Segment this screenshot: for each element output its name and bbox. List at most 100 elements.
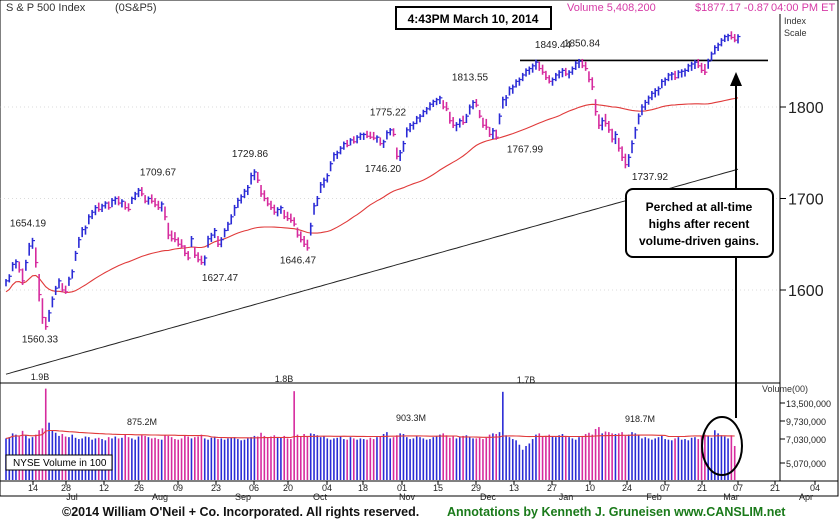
price-bar [41,298,45,324]
x-tick-label: 24 [622,483,632,493]
month-label: Nov [399,492,416,502]
price-bar [134,191,138,201]
x-tick-label: 27 [547,483,557,493]
price-bar [492,128,496,140]
price-bar [419,114,423,123]
price-axis-ticks: 1600 1700 1800 [780,100,824,300]
x-tick-label: 06 [249,483,259,493]
volume-average-line [5,429,735,439]
price-bar [386,130,390,140]
price-bar [177,237,181,247]
price-bar [445,101,450,112]
price-bar [197,252,201,263]
x-tick-label: 28 [61,483,71,493]
volume-peak-label: 1.8B [275,374,294,384]
volume-peak-label: 903.3M [396,413,426,423]
price-bar [147,196,151,205]
price-bar [104,201,108,209]
price-bar [333,152,337,162]
price-bar [74,250,79,261]
month-label: Apr [799,492,813,502]
price-bar [356,135,360,144]
price-bar [591,77,595,91]
price-bar [415,115,420,125]
x-tick-label: 14 [28,483,38,493]
copyright-notice: ©2014 William O'Neil + Co. Incorporated.… [62,505,420,519]
price-bar [641,104,645,116]
month-label: Oct [313,492,328,502]
price-bar [624,153,628,169]
price-labels: 1654.19 1560.33 1709.67 1627.47 1729.86 1646.… [10,38,669,345]
price-bar [396,147,400,160]
price-bar [97,202,102,212]
price-bar [594,99,599,116]
price-bar [323,177,327,188]
price-bar [439,95,443,105]
volume-tick-label: 7,030,000 [786,435,826,445]
price-bar [124,201,128,210]
price-bar [495,129,499,140]
price-bar [121,199,125,208]
x-tick-label: 09 [173,483,183,493]
price-bar [270,200,274,210]
price-label: 1729.86 [232,149,269,160]
price-bar [54,285,59,296]
price-bar [246,185,251,196]
price-bar [35,247,39,268]
price-bar [167,222,171,240]
volume-peak-label: 875.2M [127,417,157,427]
price-bar [598,114,602,129]
price-tick-label: 1800 [788,100,824,117]
price-bar [38,273,42,302]
price-bar [8,274,12,283]
price-label: 1646.47 [280,255,317,266]
price-bar [478,109,483,119]
price-bar [51,296,55,308]
volume-labels: 1.9B 875.2M 1.8B 903.3M 1.7B 918.7M [31,372,655,427]
price-label: 1627.47 [202,273,239,284]
price-bar [230,214,234,225]
price-bar [644,99,648,110]
x-tick-label: 04 [322,483,332,493]
price-bar [220,237,224,248]
price-bar [71,269,75,279]
price-bar [290,213,294,223]
price-bar [568,70,572,79]
annotation-box [625,188,774,258]
price-bar [458,118,463,128]
price-bar [405,127,410,138]
price-bar [227,221,231,231]
x-tick-label: 04 [810,483,820,493]
price-bar [402,140,406,152]
price-label: 1746.20 [365,164,402,175]
price-bar [260,185,264,197]
price-bar [588,71,592,83]
price-bar [200,255,204,265]
price-bar [515,79,519,88]
price-bar [584,61,589,71]
index-scale-label-2: Scale [784,28,807,38]
volume-legend-label: NYSE Volume in 100 [13,458,107,469]
price-bar [28,242,32,256]
price-bar [578,58,582,69]
price-bar [88,214,92,225]
price-bar [617,137,622,152]
price-bar [319,182,324,194]
price-bar [111,198,115,208]
price-bar [700,62,705,73]
volume-peak-label: 1.7B [517,375,536,385]
price-bar [369,131,373,140]
price-bar [521,72,526,82]
price-bar [154,198,158,208]
price-bar [21,268,26,285]
price-bar [31,237,35,249]
price-bar [137,187,141,198]
price-bar [263,190,267,202]
price-bar [203,255,208,266]
price-bar [485,118,489,130]
price-bar [170,230,175,242]
price-bar [697,58,701,69]
price-bar [309,222,314,236]
price-bar [376,135,380,143]
price-bar [429,102,433,111]
